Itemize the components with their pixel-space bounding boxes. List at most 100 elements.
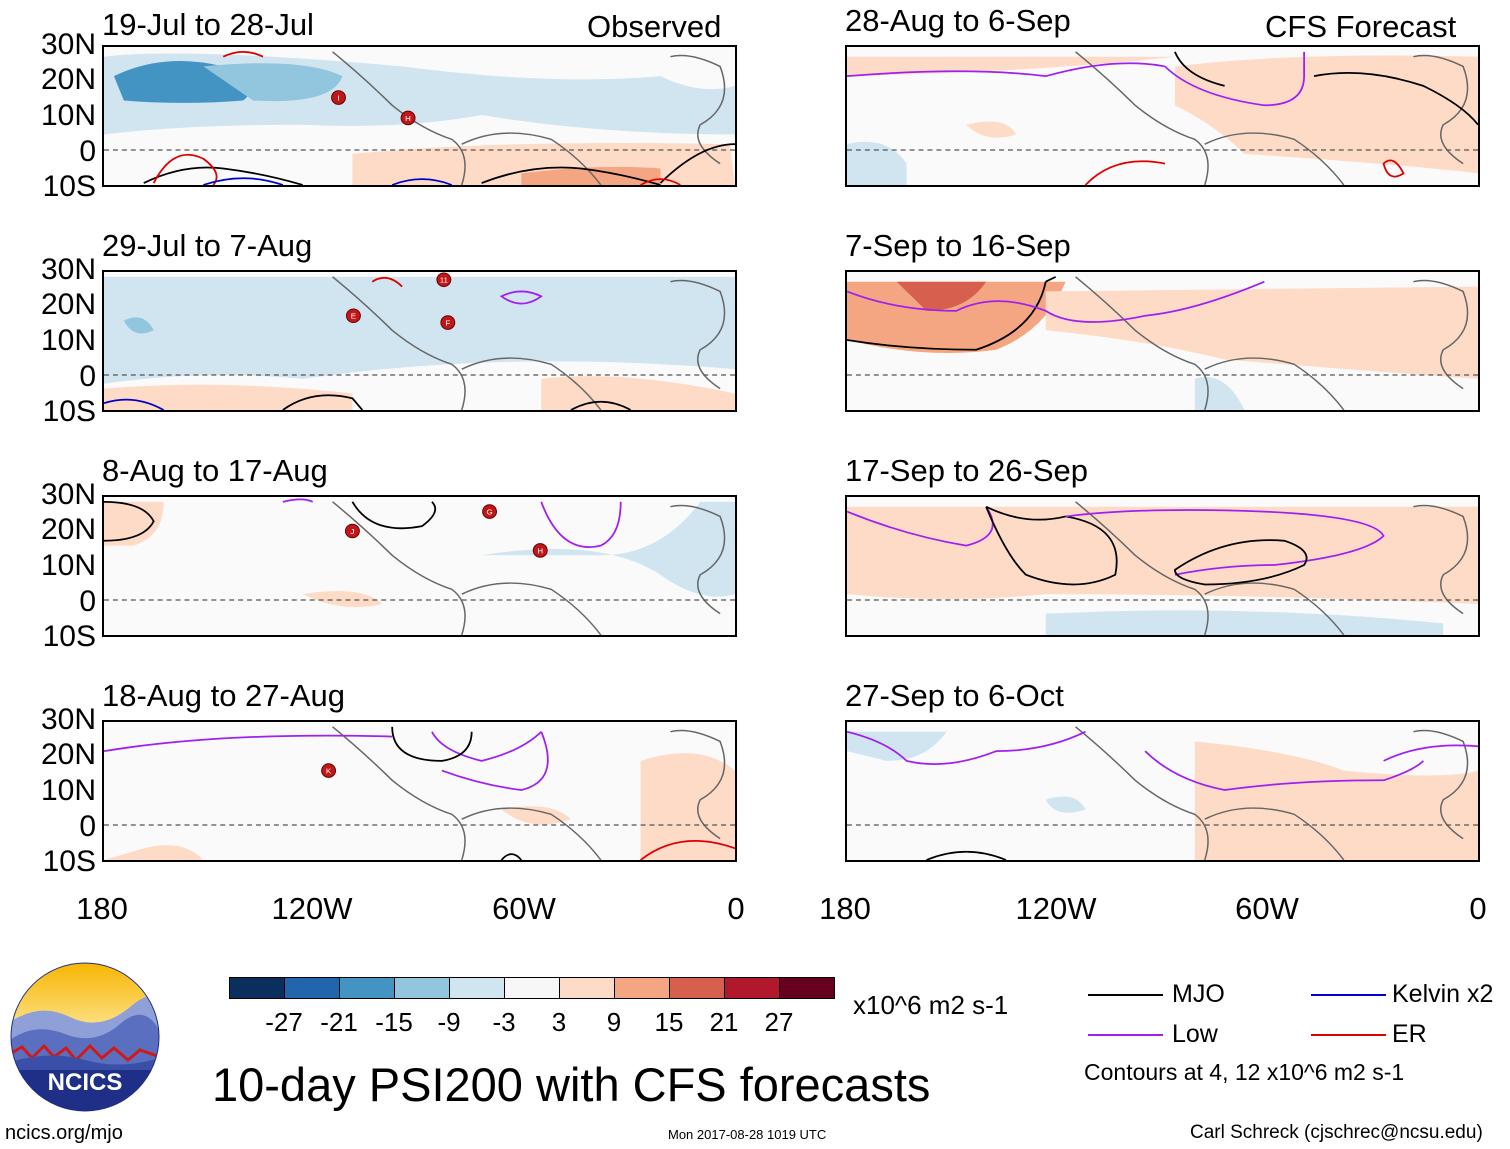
- colorbar-tick-label: 3: [551, 1007, 567, 1037]
- map-panel-observed-2: E 11 F: [102, 270, 737, 412]
- contour-line: [640, 178, 681, 185]
- contour-line: [351, 501, 437, 530]
- website-link[interactable]: ncics.org/mjo: [5, 1122, 123, 1144]
- y-tick-label: 20N: [40, 63, 96, 96]
- chart-title: 10-day PSI200 with CFS forecasts: [212, 1058, 931, 1111]
- legend-line-kelvin: [1311, 994, 1386, 996]
- y-tick-label: 0: [79, 135, 96, 168]
- y-tick-label: 10S: [42, 395, 96, 428]
- coastline: [332, 726, 726, 860]
- panel-title-obs-4: 18-Aug to 27-Aug: [102, 678, 346, 713]
- anomaly-shading: [481, 501, 735, 597]
- y-tick-label: 0: [79, 810, 96, 843]
- x-tick-left-180: 180: [76, 891, 128, 926]
- panel-title-fc-3: 17-Sep to 26-Sep: [845, 453, 1089, 488]
- colorbar: -27 -21 -15 -9 -3 3 9 15 21 27: [229, 977, 835, 1047]
- colorbar-tick-label: -9: [437, 1007, 461, 1037]
- contour-line: [282, 498, 314, 503]
- contour-line: [540, 501, 622, 548]
- storm-marker-label: J: [350, 527, 354, 536]
- y-tick-label: 10N: [40, 324, 96, 357]
- contour-line: [222, 50, 264, 58]
- y-tick-label: 0: [79, 585, 96, 618]
- legend-line-mjo: [1088, 994, 1163, 996]
- storm-marker-label: 11: [440, 276, 448, 285]
- anomaly-shading: [501, 806, 572, 825]
- contour-line: [1084, 160, 1166, 185]
- contour-line: [985, 505, 1118, 586]
- colorbar-segment: [559, 977, 615, 999]
- anomaly-shading: [966, 121, 1016, 138]
- panel-title-obs-3: 8-Aug to 17-Aug: [102, 453, 328, 488]
- contour-line: [203, 177, 284, 185]
- contour-line: [1382, 159, 1405, 178]
- map-panel-forecast-1: [845, 45, 1480, 187]
- colorbar-tick-label: 9: [606, 1007, 622, 1037]
- anomaly-shading: [104, 276, 735, 384]
- anomaly-shading: [847, 281, 1066, 353]
- legend-line-er: [1311, 1034, 1386, 1036]
- contour-line: [1045, 276, 1057, 283]
- storm-marker-label: E: [351, 312, 356, 321]
- coastline: [1075, 51, 1469, 185]
- contour-line: [499, 290, 543, 305]
- anomaly-shading: [1194, 377, 1245, 410]
- storm-marker: 11: [436, 272, 452, 288]
- storm-marker: G: [482, 504, 498, 519]
- storm-marker: H: [532, 543, 548, 558]
- anomaly-shading: [1194, 741, 1478, 860]
- x-tick-right-180: 180: [819, 891, 871, 926]
- x-tick-right-60w: 60W: [1235, 891, 1299, 926]
- colorbar-tick-label: 21: [709, 1007, 739, 1037]
- contour-line: [659, 143, 735, 184]
- contour-line: [640, 840, 735, 860]
- anomaly-shading: [541, 376, 735, 410]
- y-tick-label: 10N: [40, 99, 96, 132]
- author-credit: Carl Schreck (cjschrec@ncsu.edu): [1190, 1122, 1483, 1143]
- map-panel-forecast-4: [845, 720, 1480, 862]
- contour-line: [371, 276, 403, 288]
- contour-line: [847, 730, 1086, 765]
- anomaly-shading: [203, 63, 343, 102]
- y-tick-label: 30N: [40, 253, 96, 286]
- map-svg: K: [104, 726, 735, 860]
- anomaly-shading: [521, 166, 661, 185]
- contour-line: [143, 166, 303, 185]
- storm-marker-label: F: [445, 319, 450, 328]
- contour-legend: MJO Low Kelvin x2 ER: [1088, 980, 1508, 1070]
- colorbar-segment: [504, 977, 560, 999]
- colorbar-tick-label: -21: [320, 1007, 358, 1037]
- contour-line: [481, 166, 661, 185]
- storm-marker-label: H: [405, 114, 411, 123]
- anomaly-shading: [104, 501, 164, 546]
- colorbar-tick-label: -27: [265, 1007, 303, 1037]
- timestamp: Mon 2017-08-28 1019 UTC: [668, 1127, 827, 1142]
- storm-marker-label: H: [537, 546, 543, 555]
- observed-label: Observed: [587, 9, 722, 44]
- y-tick-label: 30N: [40, 28, 96, 61]
- colorbar-segment: [449, 977, 505, 999]
- map-svg: IH: [104, 50, 735, 185]
- x-tick-right-0: 0: [1469, 891, 1487, 926]
- colorbar-tick-label: 27: [764, 1007, 794, 1037]
- colorbar-tick-label: 15: [654, 1007, 684, 1037]
- legend-label-er: ER: [1392, 1020, 1427, 1048]
- contour-line: [441, 731, 549, 791]
- storm-marker: E: [345, 308, 361, 324]
- anomaly-shading: [847, 506, 1478, 604]
- contour-line: [926, 850, 1007, 860]
- contour-line: [104, 398, 165, 410]
- anomaly-shading: [104, 384, 353, 410]
- contour-line: [104, 734, 393, 753]
- colorbar-segment: [339, 977, 395, 999]
- y-tick-label: 30N: [40, 478, 96, 511]
- contour-line: [1164, 51, 1305, 107]
- colorbar-tick-label: -3: [492, 1007, 516, 1037]
- coastline: [332, 276, 726, 410]
- colorbar-segment: [284, 977, 340, 999]
- panel-title-fc-2: 7-Sep to 16-Sep: [845, 228, 1071, 263]
- contour-line: [1174, 539, 1308, 586]
- anomaly-shading: [1174, 55, 1478, 174]
- colorbar-segment: [614, 977, 670, 999]
- legend-label-low: Low: [1172, 1020, 1218, 1048]
